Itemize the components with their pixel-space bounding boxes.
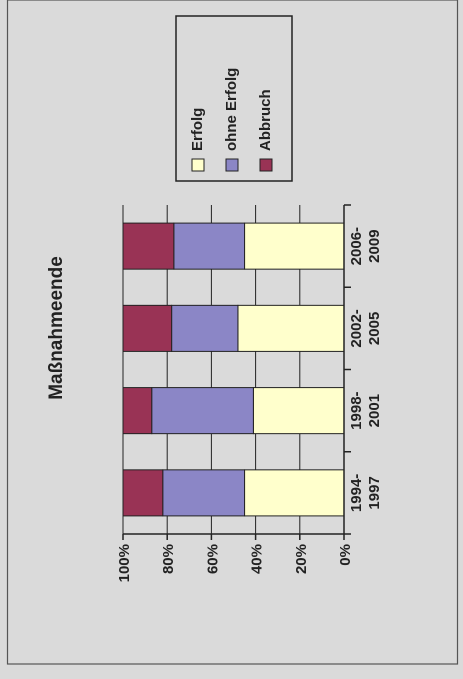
value-tick-label: 0% bbox=[337, 544, 354, 566]
value-tick-label: 40% bbox=[249, 544, 266, 574]
value-tick-label: 20% bbox=[293, 544, 310, 574]
category-label: 2005 bbox=[366, 312, 383, 345]
legend: Erfolg ohne Erfolg Abbruch bbox=[175, 15, 293, 182]
tick-labels: 0% 20% 40% 60% 80% 100% bbox=[116, 544, 354, 582]
category-labels: 1994- 1997 1998- 2001 2002- 2005 2006- 2009 bbox=[348, 227, 383, 512]
legend-swatch bbox=[225, 158, 239, 172]
bar-segment bbox=[252, 387, 345, 435]
legend-label: Erfolg bbox=[189, 108, 206, 151]
category-label: 1998- bbox=[348, 391, 365, 429]
axes bbox=[122, 204, 351, 540]
category-label: 2009 bbox=[366, 229, 383, 262]
category-label: 2001 bbox=[366, 394, 383, 427]
category-label: 2002- bbox=[348, 309, 365, 347]
bar-segment bbox=[173, 222, 246, 270]
value-tick-label: 60% bbox=[204, 544, 221, 574]
bar-segment bbox=[244, 222, 345, 270]
legend-label: Abbruch bbox=[257, 89, 274, 151]
bar-segment bbox=[122, 304, 173, 352]
category-label: 2006- bbox=[348, 227, 365, 265]
bar-segment bbox=[122, 387, 153, 435]
bar-segment bbox=[162, 469, 246, 517]
value-tick-label: 100% bbox=[116, 544, 133, 582]
bar-segment bbox=[244, 469, 345, 517]
category-label: 1994- bbox=[348, 474, 365, 512]
legend-label: ohne Erfolg bbox=[223, 68, 240, 151]
bar-segment bbox=[151, 387, 254, 435]
value-tick-label: 80% bbox=[160, 544, 177, 574]
bars bbox=[122, 222, 345, 517]
chart-frame bbox=[6, 0, 459, 665]
bar-segment bbox=[237, 304, 345, 352]
bar-segment bbox=[122, 469, 164, 517]
chart-title: Maßnahmeende bbox=[46, 256, 67, 400]
legend-swatch bbox=[259, 158, 273, 172]
bar-segment bbox=[122, 222, 175, 270]
legend-swatch bbox=[191, 158, 205, 172]
legend-box bbox=[175, 15, 293, 182]
category-label: 1997 bbox=[366, 476, 383, 509]
bar-segment bbox=[171, 304, 239, 352]
